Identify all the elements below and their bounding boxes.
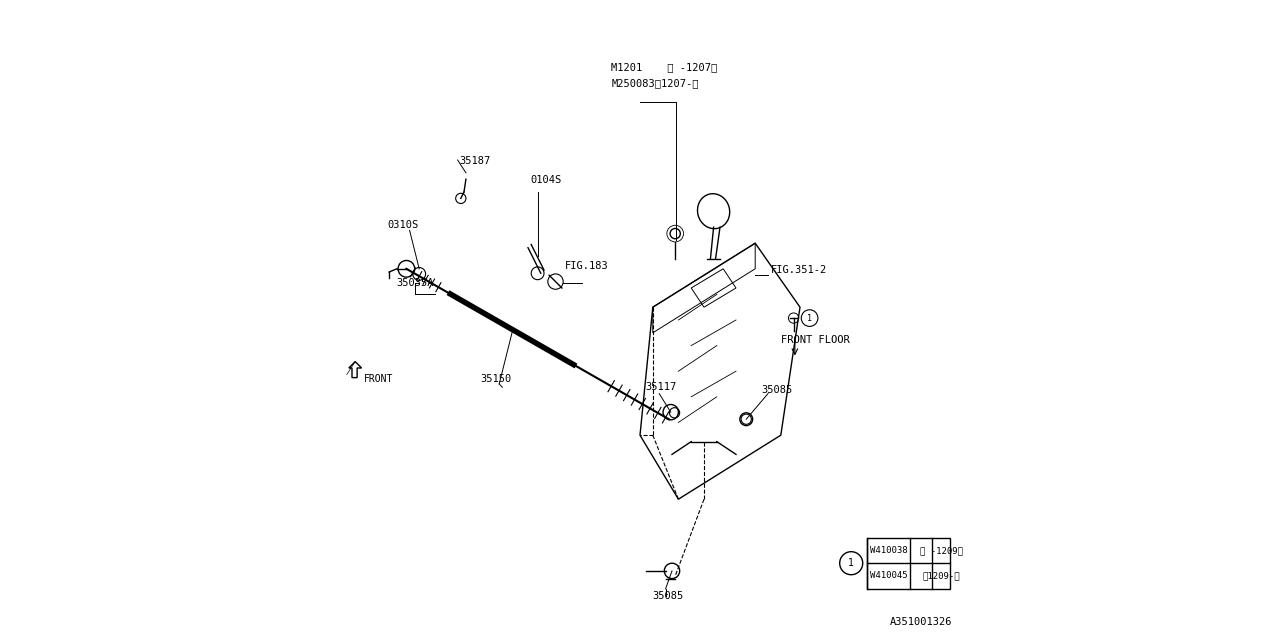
Bar [868, 538, 951, 589]
Text: 〈1209-〉: 〈1209-〉 [923, 572, 960, 580]
Text: A351001326: A351001326 [890, 617, 952, 627]
Text: 0104S: 0104S [530, 175, 561, 186]
Text: W410045: W410045 [870, 572, 908, 580]
Text: FRONT: FRONT [364, 374, 393, 384]
Text: 〈 -1209〉: 〈 -1209〉 [920, 546, 963, 555]
Text: 35187: 35187 [460, 156, 490, 166]
Text: FRONT FLOOR: FRONT FLOOR [781, 335, 850, 346]
Text: FIG.351-2: FIG.351-2 [771, 265, 827, 275]
Text: M250083〈1207-〉: M250083〈1207-〉 [612, 78, 699, 88]
Text: W410038: W410038 [870, 546, 908, 555]
Text: 35117: 35117 [645, 382, 676, 392]
Text: M1201    〈 -1207〉: M1201 〈 -1207〉 [612, 62, 718, 72]
Text: 35085: 35085 [762, 385, 792, 396]
Text: 35150: 35150 [480, 374, 511, 384]
Text: 0310S: 0310S [387, 220, 419, 230]
Text: 35035A: 35035A [397, 278, 434, 288]
Text: 35085: 35085 [653, 591, 684, 602]
Text: 1: 1 [808, 314, 812, 323]
Text: 1: 1 [849, 558, 854, 568]
Text: FIG.183: FIG.183 [564, 261, 608, 271]
